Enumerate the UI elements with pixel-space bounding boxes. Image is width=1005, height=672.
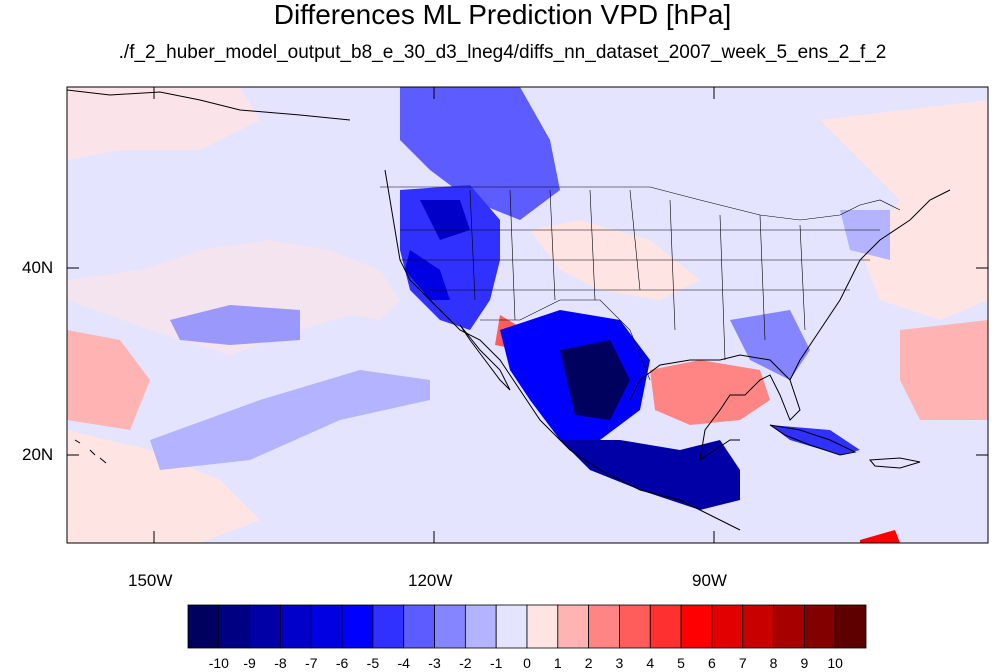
colorbar-swatch xyxy=(680,604,713,649)
colorbar-tick-label: 0 xyxy=(523,655,531,671)
colorbar-swatch xyxy=(434,604,466,649)
colorbar-tick-label: 9 xyxy=(800,655,809,671)
lat-label-20n: 20N xyxy=(22,445,54,464)
colorbar-swatch xyxy=(588,604,620,649)
pacific-coastline xyxy=(384,169,741,531)
colorbar-tick-label: 5 xyxy=(677,655,685,671)
colorbar-tick-label: -4 xyxy=(397,655,410,671)
colorbar xyxy=(187,604,867,649)
coastlines xyxy=(67,89,951,531)
colorbar-tick-label: 6 xyxy=(708,655,716,671)
state-borders-vertical xyxy=(469,189,806,361)
colorbar-swatch xyxy=(773,604,805,649)
colorbar-swatch xyxy=(187,604,220,649)
alaska-coastline xyxy=(67,89,351,121)
colorbar-swatch xyxy=(464,604,497,649)
colorbar-swatch xyxy=(803,604,836,649)
colorbar-tick-label: -1 xyxy=(489,655,503,671)
colorbar-tick-label: 2 xyxy=(584,655,593,671)
south-pacific-pink-patch xyxy=(67,430,260,543)
colorbar-tick-label: -9 xyxy=(243,655,256,671)
colorbar-swatch xyxy=(372,604,405,649)
us-mexico-border xyxy=(480,299,651,381)
atlantic-pink-patch xyxy=(820,100,988,320)
colorbar-tick-label: 10 xyxy=(827,655,843,671)
colorbar-tick-label: -7 xyxy=(305,655,318,671)
us-canada-border xyxy=(380,186,901,221)
colorbar-swatch xyxy=(310,604,343,649)
colorbar-tick-label: -6 xyxy=(335,655,349,671)
colorbar-swatch xyxy=(280,604,312,649)
colorbar-tick-label: 7 xyxy=(738,655,747,671)
california-dark-blue xyxy=(405,250,450,300)
colorbar-swatch xyxy=(341,604,374,649)
northeast-blue-patch xyxy=(840,210,890,260)
gulf-of-mexico-red-patch xyxy=(650,360,770,425)
state-borders-horizontal xyxy=(400,229,880,291)
colorbar-swatch xyxy=(711,604,744,649)
lat-label-40n: 40N xyxy=(22,258,54,277)
colorbar-tick-label: 3 xyxy=(615,655,624,671)
pacific-blue-patch xyxy=(170,305,300,345)
colorbar-swatch xyxy=(557,604,590,649)
hawaii-islands xyxy=(74,439,107,464)
hawaii-west-red-patch xyxy=(67,330,150,430)
hispaniola-outline xyxy=(868,457,921,469)
south-edge-red-patch xyxy=(860,530,900,543)
colorbar-swatch xyxy=(495,604,528,649)
southeast-us-blue-patch xyxy=(730,310,810,380)
cuba-blue-patch xyxy=(770,425,860,455)
north-pacific-pink-patch xyxy=(67,87,260,160)
colorbar-tick-label: -8 xyxy=(274,655,287,671)
colorbar-tick-label: -5 xyxy=(366,655,380,671)
central-mexico-dark-blue xyxy=(560,440,740,510)
atlantic-red-patch xyxy=(900,320,988,420)
tropical-pacific-blue-band xyxy=(150,370,430,470)
colorbar-swatch xyxy=(403,604,435,649)
gulf-coastline xyxy=(629,354,801,462)
colorbar-tick-label: 1 xyxy=(553,655,562,671)
pacific-neutral-patch xyxy=(67,240,400,355)
colorbar-swatch xyxy=(619,604,651,649)
colorbar-tick-label: 8 xyxy=(769,655,778,671)
lon-label-90w: 90W xyxy=(692,571,727,590)
colorbar-swatch xyxy=(742,604,774,649)
lon-label-150w: 150W xyxy=(128,571,173,590)
colorbar-swatch xyxy=(834,604,867,649)
colorbar-swatch xyxy=(249,604,281,649)
colorbar-swatch xyxy=(649,604,682,649)
colorbar-tick-label: -2 xyxy=(459,655,472,671)
political-borders xyxy=(380,186,901,381)
map-subtitle: ./f_2_huber_model_output_b8_e_30_d3_lneg… xyxy=(118,42,887,63)
colorbar-tick-label: -10 xyxy=(208,655,229,671)
colorbar-swatch xyxy=(526,604,559,649)
map-frame xyxy=(66,86,989,544)
colorbar-tick-label: 4 xyxy=(646,655,655,671)
map-ticks xyxy=(67,87,988,543)
cuba-outline xyxy=(769,424,857,456)
lon-label-120w: 120W xyxy=(408,571,453,590)
colorbar-swatch xyxy=(218,604,251,649)
map-title: Differences ML Prediction VPD [hPa] xyxy=(273,0,732,30)
baja-peninsula xyxy=(459,324,511,391)
mexico-darkest-blue xyxy=(560,340,630,420)
map-field xyxy=(67,87,988,543)
colorbar-tick-label: -3 xyxy=(428,655,441,671)
